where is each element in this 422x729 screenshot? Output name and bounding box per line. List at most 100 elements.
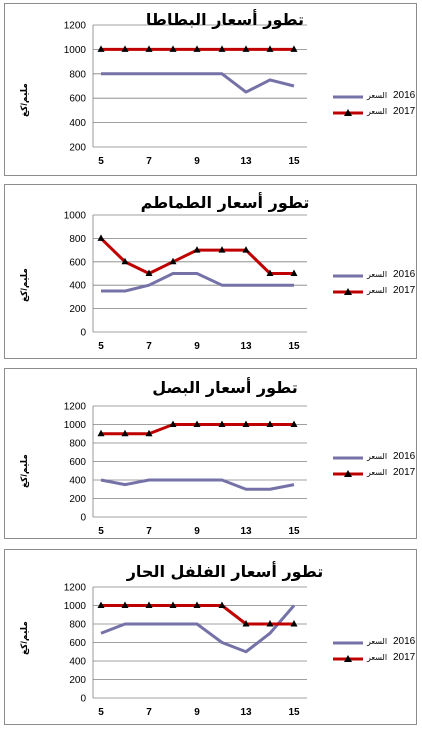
data-point-2017	[266, 620, 274, 627]
y-axis-label: مليم/كغ	[19, 83, 29, 117]
data-point-2017	[290, 620, 298, 627]
x-tick-label: 5	[98, 341, 104, 352]
legend-year: 2016	[393, 451, 416, 462]
y-tick-label: 1200	[64, 583, 87, 594]
y-tick-label: 800	[69, 439, 86, 450]
y-tick-label: 800	[69, 69, 86, 80]
legend-label: السعر	[367, 107, 388, 116]
data-point-2017	[290, 269, 298, 276]
series-line-2016	[100, 604, 296, 654]
series-line-2016	[101, 72, 295, 94]
series-line-2016	[100, 478, 295, 491]
x-tick-label: 7	[146, 341, 152, 352]
data-point-2017	[218, 45, 226, 52]
y-tick-label: 1000	[64, 211, 87, 222]
x-tick-label: 9	[194, 707, 200, 718]
legend-swatch-2017	[333, 288, 363, 295]
x-tick-label: 15	[288, 341, 300, 352]
legend-year: 2016	[393, 269, 416, 280]
y-tick-label: 400	[69, 118, 86, 129]
data-point-2017	[145, 601, 153, 608]
legend-item-2016: السعر 2016	[333, 269, 419, 282]
legend-label: السعر	[367, 286, 388, 295]
data-point-2017	[193, 246, 201, 253]
chart-panel-onion: 0 200 400 600 800 1000 1200 5 7 9 13 15 تطور أسعار …	[4, 368, 417, 539]
data-point-2017	[145, 45, 153, 52]
x-tick-label: 9	[194, 341, 200, 352]
y-tick-label: 0	[80, 513, 86, 524]
x-tick-label: 15	[288, 156, 300, 167]
y-tick-label: 1000	[64, 601, 87, 612]
legend-swatch-2016	[333, 95, 363, 99]
chart-plot-potato: 200 400 600 800 1000 1200 5 7 9 13 15	[64, 21, 307, 167]
y-tick-label: 200	[69, 143, 86, 154]
data-point-2017	[242, 45, 250, 52]
y-tick-label: 0	[80, 694, 86, 705]
legend-year: 2017	[393, 467, 416, 478]
x-tick-label: 9	[194, 526, 200, 537]
y-tick-label: 600	[69, 94, 86, 105]
data-point-2017	[97, 601, 105, 608]
y-tick-label: 0	[80, 328, 86, 339]
data-point-2017	[266, 269, 274, 276]
legend-label: السعر	[367, 270, 388, 279]
x-tick-label: 7	[146, 526, 152, 537]
legend-item-2017: السعر 2017	[333, 467, 419, 480]
x-tick-label: 7	[146, 156, 152, 167]
x-tick-label: 5	[98, 156, 104, 167]
series-line-2016	[101, 272, 294, 293]
chart-plot-tomato: 0 200 400 600 800 1000 5 7 9 13 15	[64, 211, 307, 352]
legend-swatch-2017	[333, 655, 363, 662]
y-tick-label: 1000	[64, 45, 87, 56]
y-tick-label: 200	[69, 494, 86, 505]
chart-title: تطور أسعار البطاطا	[145, 10, 305, 29]
chart-plot-onion: 0 200 400 600 800 1000 1200 5 7 9 13 15	[64, 402, 307, 537]
legend-year: 2017	[393, 285, 416, 296]
legend-year: 2016	[393, 90, 416, 101]
data-point-2017	[242, 246, 250, 253]
data-point-2017	[169, 45, 177, 52]
chart-panel-chili: 0 200 400 600 800 1000 1200 5 7 9 13 15 تطور أسعار …	[4, 549, 417, 725]
chart-title: تطور أسعار الطماطم	[140, 193, 310, 212]
x-tick-label: 13	[240, 156, 252, 167]
data-point-2017	[193, 601, 201, 608]
legend-swatch-2017	[333, 470, 363, 477]
y-tick-label: 400	[69, 281, 86, 292]
x-tick-label: 5	[98, 526, 104, 537]
legend-item-2017: السعر 2017	[333, 652, 419, 665]
y-tick-label: 600	[69, 257, 86, 268]
legend-swatch-2016	[333, 456, 363, 460]
y-axis-label: مليم/كغ	[19, 268, 29, 302]
data-point-2017	[145, 269, 153, 276]
data-point-2017	[169, 420, 177, 427]
legend-item-2017: السعر 2017	[333, 106, 419, 119]
y-tick-label: 400	[69, 476, 86, 487]
data-point-2017	[169, 257, 177, 265]
legend-year: 2017	[393, 106, 416, 117]
chart-legend: السعر 2016 السعر 2017	[333, 451, 419, 483]
y-tick-label: 200	[69, 304, 86, 315]
x-tick-label: 15	[288, 526, 300, 537]
data-point-2017	[218, 246, 226, 253]
y-axis-label: مليم/كغ	[19, 454, 29, 488]
chart-panel-potato: 200 400 600 800 1000 1200 5 7 9 13 15 تطور أسعار ا…	[4, 3, 417, 176]
chart-title: تطور أسعار الفلفل الحار	[126, 562, 324, 581]
chart-plot-chili: 0 200 400 600 800 1000 1200 5 7 9 13 15	[64, 583, 307, 718]
chart-legend: السعر 2016 السعر 2017	[333, 636, 419, 668]
y-tick-label: 1000	[64, 420, 87, 431]
y-tick-label: 600	[69, 638, 86, 649]
data-point-2017	[218, 420, 226, 427]
data-point-2017	[290, 45, 298, 52]
legend-item-2017: السعر 2017	[333, 285, 419, 298]
y-tick-label: 200	[69, 675, 86, 686]
legend-year: 2017	[393, 652, 416, 663]
data-point-2017	[121, 45, 129, 52]
data-point-2017	[121, 429, 129, 437]
x-tick-label: 7	[146, 707, 152, 718]
data-point-2017	[121, 601, 129, 608]
data-point-2017	[193, 45, 201, 52]
legend-label: السعر	[367, 452, 388, 461]
chart-panel-tomato: 0 200 400 600 800 1000 5 7 9 13 15 تطور أسعار الطم…	[4, 184, 417, 359]
series-line-2017	[101, 604, 294, 626]
y-tick-label: 600	[69, 457, 86, 468]
